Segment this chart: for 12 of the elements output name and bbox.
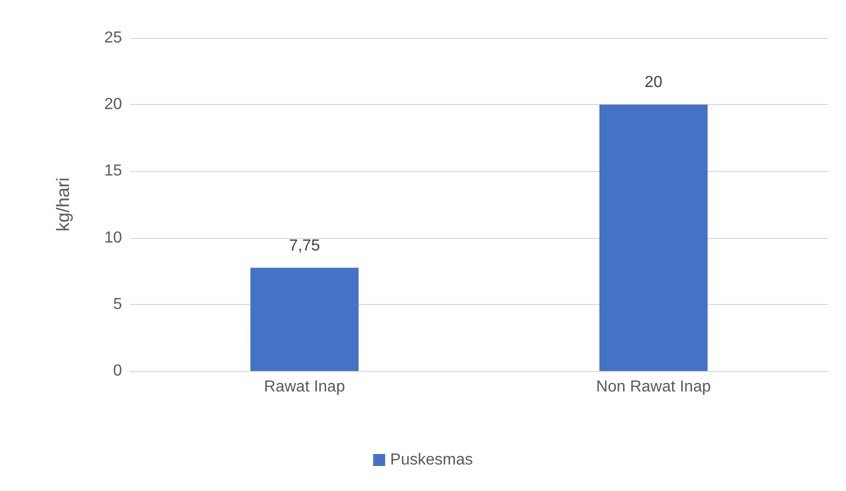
y-tick-label: 25 bbox=[104, 30, 122, 46]
y-tick-label: 20 bbox=[104, 96, 122, 114]
y-tick-label: 10 bbox=[104, 229, 122, 246]
y-tick-label: 15 bbox=[104, 162, 122, 180]
legend-label: Puskesmas bbox=[390, 452, 473, 468]
y-tick-label: 0 bbox=[113, 362, 122, 380]
y-axis-title: kg/hari bbox=[53, 177, 73, 232]
x-tick-label: Non Rawat Inap bbox=[596, 378, 711, 396]
data-label: 20 bbox=[644, 74, 662, 92]
x-tick-label: Rawat Inap bbox=[264, 378, 346, 396]
data-label: 7,75 bbox=[288, 237, 320, 254]
y-tick-label: 5 bbox=[113, 296, 122, 313]
